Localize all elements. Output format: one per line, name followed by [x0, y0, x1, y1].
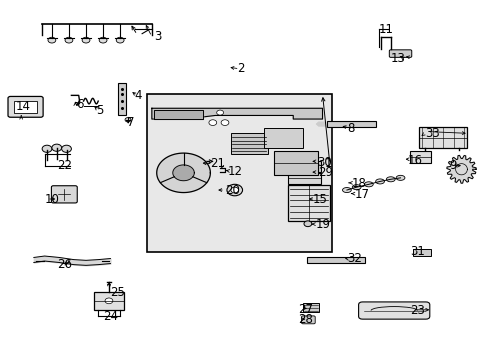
Text: 22: 22: [57, 159, 72, 172]
Ellipse shape: [386, 177, 394, 182]
Ellipse shape: [342, 188, 350, 193]
Text: 6: 6: [76, 98, 83, 111]
FancyBboxPatch shape: [388, 50, 411, 57]
Polygon shape: [154, 110, 203, 119]
Text: 9: 9: [448, 159, 456, 172]
Polygon shape: [171, 159, 203, 163]
Text: 33: 33: [424, 127, 439, 140]
Bar: [230, 133, 267, 154]
Text: 14: 14: [15, 100, 30, 113]
Ellipse shape: [364, 182, 372, 187]
Circle shape: [116, 37, 124, 43]
Bar: [412, 249, 430, 256]
Text: 15: 15: [312, 193, 327, 206]
Ellipse shape: [168, 159, 174, 164]
Text: 3: 3: [154, 30, 162, 43]
Text: 11: 11: [378, 23, 393, 36]
Text: 17: 17: [353, 188, 368, 201]
Text: 27: 27: [298, 303, 312, 316]
Text: 5: 5: [96, 104, 103, 117]
Circle shape: [65, 37, 73, 43]
Bar: [14, 101, 37, 113]
Bar: [303, 303, 318, 312]
Bar: [118, 83, 126, 116]
Text: 12: 12: [227, 165, 242, 177]
Polygon shape: [446, 156, 475, 183]
Bar: [409, 151, 430, 163]
FancyBboxPatch shape: [301, 316, 315, 324]
Text: 24: 24: [102, 310, 118, 323]
Circle shape: [125, 118, 131, 122]
Circle shape: [42, 145, 52, 152]
Text: 23: 23: [409, 305, 424, 318]
Circle shape: [52, 144, 61, 151]
Ellipse shape: [395, 175, 404, 180]
Text: 13: 13: [390, 51, 405, 64]
Text: 31: 31: [409, 245, 424, 258]
Ellipse shape: [375, 179, 384, 184]
Bar: [306, 257, 365, 263]
Text: 28: 28: [298, 313, 312, 327]
Polygon shape: [152, 108, 322, 119]
Circle shape: [230, 187, 238, 193]
Text: 32: 32: [346, 252, 361, 265]
Circle shape: [105, 298, 113, 304]
FancyBboxPatch shape: [51, 186, 77, 203]
Text: 8: 8: [346, 122, 353, 135]
Circle shape: [61, 145, 71, 152]
Text: 21: 21: [210, 157, 225, 170]
FancyBboxPatch shape: [358, 302, 429, 319]
Text: 16: 16: [407, 154, 422, 167]
Bar: [287, 161, 321, 172]
Circle shape: [304, 221, 311, 226]
Bar: [288, 185, 329, 221]
Circle shape: [208, 120, 216, 126]
Text: 25: 25: [110, 287, 125, 300]
Text: 20: 20: [224, 184, 240, 197]
Text: 4: 4: [135, 89, 142, 102]
Text: 19: 19: [315, 218, 329, 231]
Circle shape: [221, 120, 228, 126]
Circle shape: [48, 37, 56, 43]
Polygon shape: [157, 153, 210, 193]
Bar: [264, 128, 303, 148]
Polygon shape: [172, 165, 194, 181]
Text: 26: 26: [57, 258, 72, 271]
Bar: [273, 151, 317, 175]
Text: 30: 30: [317, 156, 332, 168]
Circle shape: [226, 184, 242, 196]
Bar: [418, 127, 466, 148]
FancyArrow shape: [316, 122, 325, 126]
Text: 10: 10: [44, 193, 60, 206]
FancyBboxPatch shape: [8, 96, 43, 117]
Text: 7: 7: [127, 116, 135, 129]
Text: 29: 29: [317, 166, 332, 179]
Text: 18: 18: [351, 177, 366, 190]
Circle shape: [99, 37, 107, 43]
Text: 2: 2: [237, 62, 244, 75]
Bar: [327, 121, 375, 127]
Bar: [287, 173, 321, 184]
Bar: [94, 292, 123, 310]
Bar: [147, 94, 331, 252]
Text: 1: 1: [325, 157, 332, 170]
Circle shape: [216, 110, 223, 115]
Circle shape: [82, 37, 90, 43]
Ellipse shape: [351, 185, 360, 190]
